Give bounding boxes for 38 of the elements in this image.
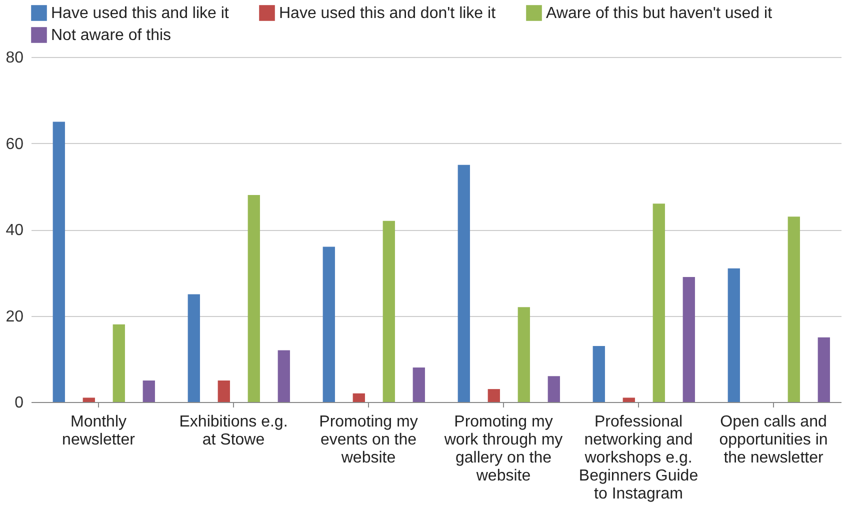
- bar: [112, 324, 125, 402]
- x-tick-label: Open calls and opportunities in the newsletter: [719, 414, 828, 466]
- bar: [82, 398, 95, 402]
- bar: [382, 220, 395, 402]
- bar: [52, 122, 65, 402]
- legend-label: Aware of this but haven't used it: [546, 5, 773, 22]
- bar: [412, 368, 425, 402]
- bar: [142, 380, 155, 402]
- x-tick-label: Professional networking and workshops e.g. Beginners Guide to Instagram: [578, 414, 698, 502]
- y-tick-label: 0: [14, 394, 24, 412]
- bar: [622, 398, 635, 402]
- x-tick-label: Promoting my work through my gallery on the website: [443, 414, 563, 484]
- x-tick-label: Exhibitions e.g. at Stowe: [179, 414, 288, 448]
- bar: [592, 346, 605, 402]
- x-tick-label: Promoting my events on the website: [319, 414, 418, 466]
- bar: [818, 337, 830, 402]
- legend-label: Not aware of this: [51, 27, 172, 44]
- bar: [728, 268, 740, 402]
- bar: [488, 389, 500, 402]
- bar: [548, 376, 560, 402]
- bar: [788, 216, 800, 402]
- bar: [682, 276, 695, 402]
- bar: [352, 393, 365, 402]
- bar: [278, 350, 290, 402]
- bar: [248, 195, 260, 402]
- bar: [518, 307, 530, 402]
- y-tick-label: 80: [6, 50, 24, 66]
- y-tick-label: 60: [6, 136, 24, 153]
- x-tick-label: Monthly newsletter: [62, 414, 136, 448]
- bar: [652, 204, 665, 402]
- bar: [188, 294, 200, 402]
- bar: [218, 380, 230, 402]
- bar: [322, 246, 335, 402]
- bar: [458, 164, 470, 402]
- y-tick-label: 40: [6, 222, 24, 239]
- legend-label: Have used this and like it: [51, 5, 230, 22]
- legend-label: Have used this and don't like it: [279, 5, 496, 22]
- y-tick-label: 20: [6, 308, 24, 326]
